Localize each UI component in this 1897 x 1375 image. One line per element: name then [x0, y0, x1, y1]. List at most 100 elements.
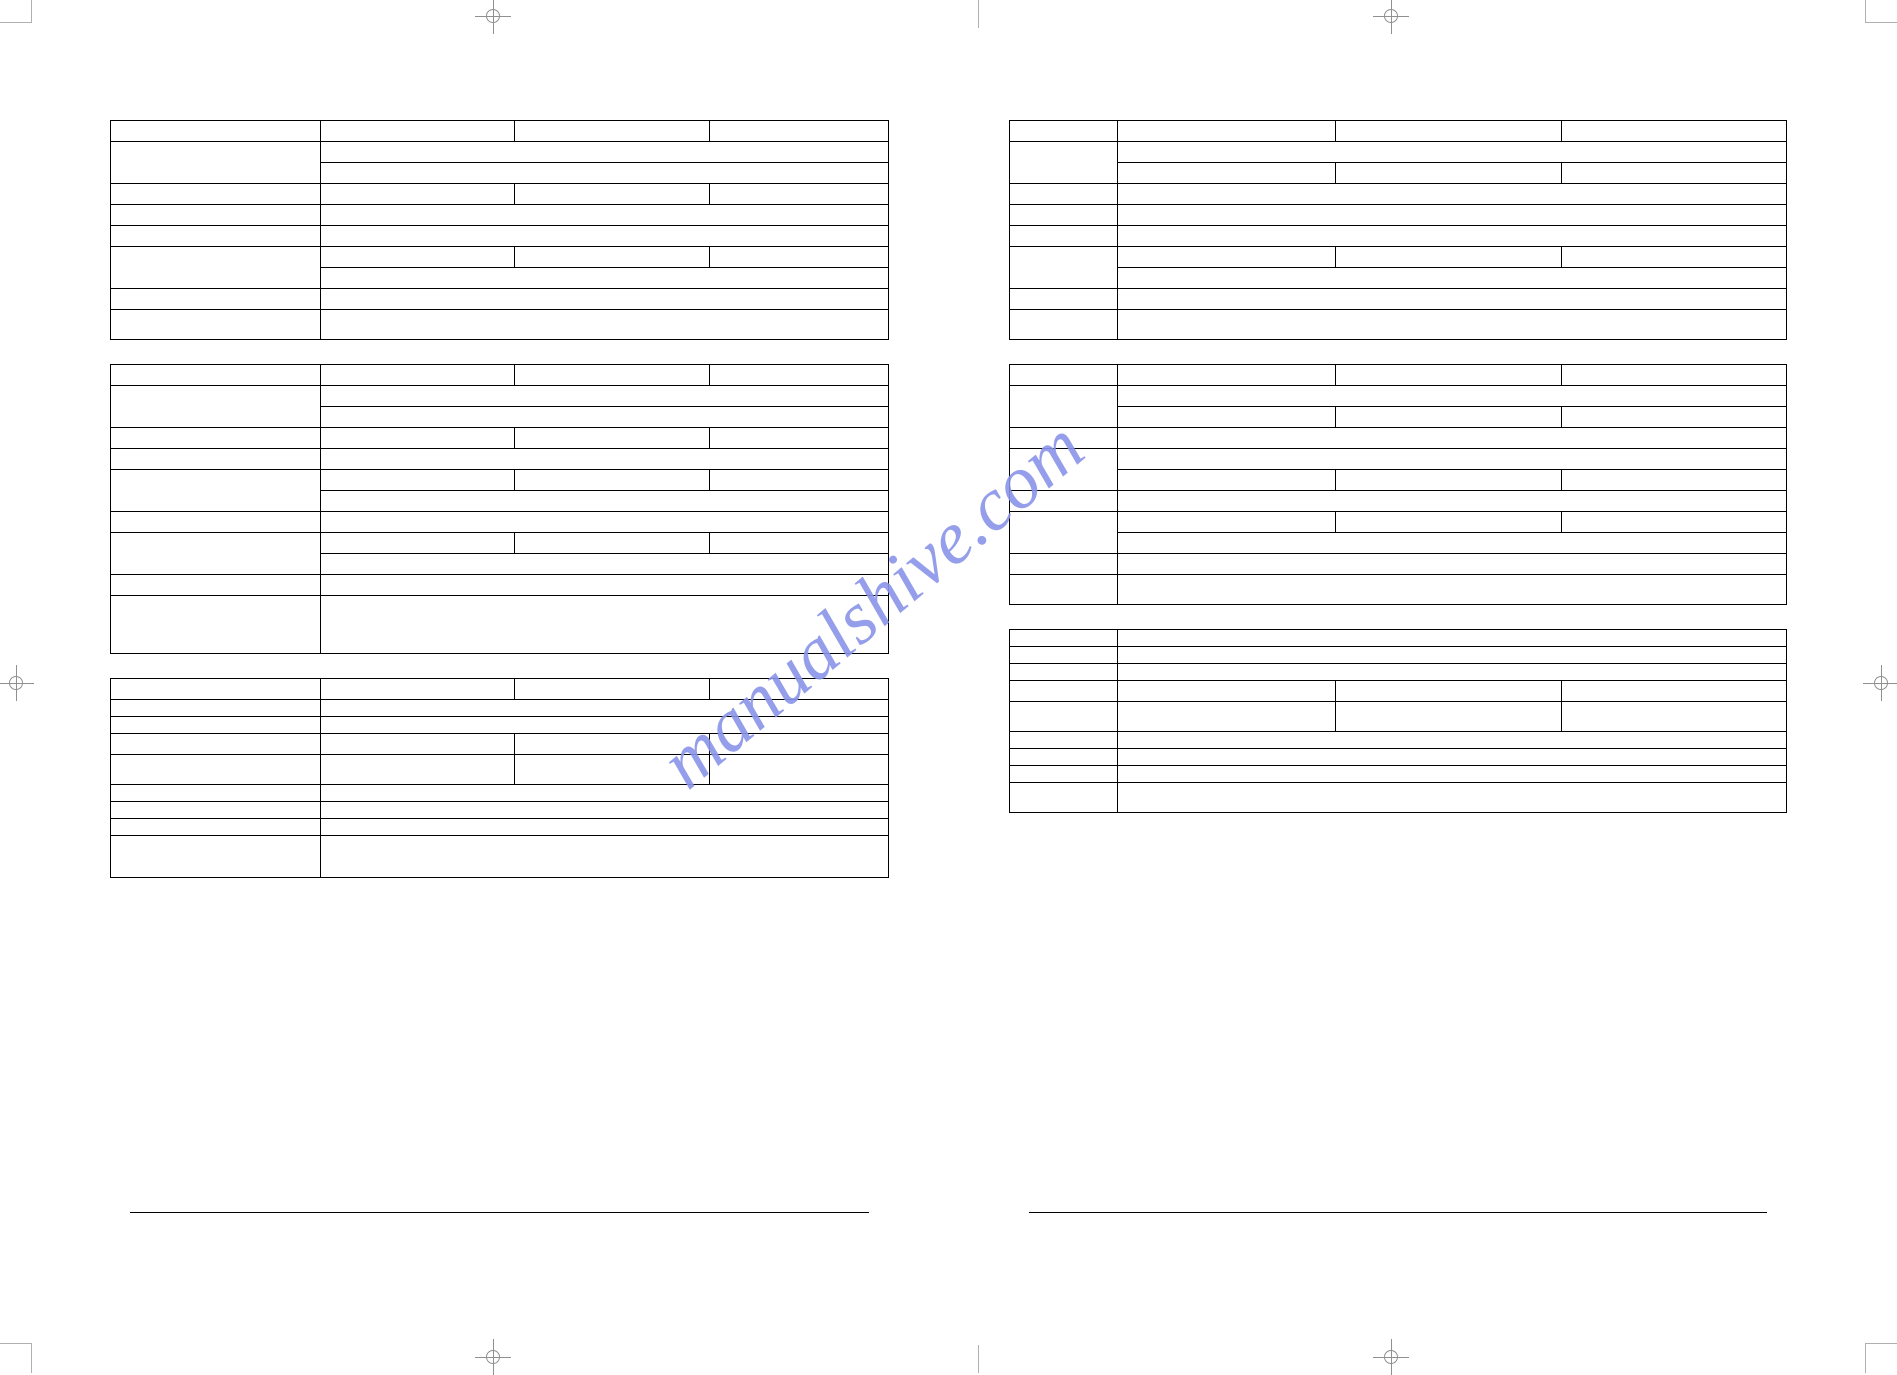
table-row [1009, 575, 1787, 605]
table-4 [1009, 120, 1788, 340]
table-row [111, 512, 889, 533]
table-row [111, 470, 889, 491]
table-cell [1118, 289, 1787, 310]
table-cell [1118, 766, 1787, 783]
table-cell [1009, 428, 1118, 449]
table-cell [515, 184, 709, 205]
table-row [111, 785, 889, 802]
table-cell [1561, 407, 1787, 428]
table-cell [111, 449, 321, 470]
table-cell [320, 512, 888, 533]
crop-mark-tr [1865, 0, 1897, 23]
table-cell [1561, 470, 1787, 491]
table-row [1009, 386, 1787, 407]
table-row [1009, 491, 1787, 512]
table-cell [320, 163, 888, 184]
table-row [111, 121, 889, 142]
right-page [1009, 60, 1788, 1313]
table-cell [709, 533, 888, 554]
crop-mark-tl [0, 0, 32, 23]
table-row [111, 836, 889, 878]
table-cell [515, 365, 709, 386]
table-row [1009, 749, 1787, 766]
table-cell [1009, 749, 1118, 766]
table-cell [1561, 163, 1787, 184]
table-cell [1009, 449, 1118, 491]
table-cell [111, 247, 321, 289]
table-row [1009, 428, 1787, 449]
table-cell [320, 365, 514, 386]
table-cell [1336, 247, 1561, 268]
table-cell [1009, 664, 1118, 681]
table-cell [515, 428, 709, 449]
table-cell [320, 470, 514, 491]
table-cell [111, 596, 321, 654]
table-cell [709, 755, 888, 785]
table-row [111, 226, 889, 247]
table-cell [1009, 783, 1118, 813]
table-cell [1009, 681, 1118, 702]
table-cell [1118, 121, 1336, 142]
table-cell [515, 755, 709, 785]
table-cell [515, 679, 709, 700]
center-fold-bottom [978, 1345, 979, 1373]
table-cell [1336, 365, 1561, 386]
registration-mark-top-right [1373, 0, 1409, 34]
table-cell [1009, 226, 1118, 247]
table-cell [1118, 449, 1787, 470]
table-cell [111, 310, 321, 340]
table-row [1009, 449, 1787, 470]
table-2 [110, 364, 889, 654]
table-cell [1009, 512, 1118, 554]
registration-mark-right [1863, 665, 1897, 701]
table-cell [1009, 766, 1118, 783]
table-cell [1009, 365, 1118, 386]
table-cell [1009, 732, 1118, 749]
table-cell [1561, 681, 1787, 702]
crop-mark-bl [0, 1343, 32, 1373]
left-page-content [110, 60, 889, 878]
table-cell [1009, 702, 1118, 732]
table-cell [1009, 247, 1118, 289]
table-cell [1561, 365, 1787, 386]
table-row [1009, 554, 1787, 575]
table-cell [111, 386, 321, 428]
table-row [1009, 163, 1787, 184]
table-row [1009, 142, 1787, 163]
table-cell [1561, 121, 1787, 142]
table-row [111, 247, 889, 268]
table-cell [111, 785, 321, 802]
table-cell [1118, 386, 1787, 407]
table-cell [1118, 681, 1336, 702]
table-cell [1336, 121, 1561, 142]
left-page [110, 60, 889, 1313]
table-cell [111, 819, 321, 836]
table-cell [320, 184, 514, 205]
table-cell [111, 205, 321, 226]
table-cell [111, 365, 321, 386]
table-cell [1009, 575, 1118, 605]
table-cell [320, 734, 514, 755]
table-row [111, 533, 889, 554]
table-cell [1336, 681, 1561, 702]
table-cell [1118, 647, 1787, 664]
table-cell [320, 819, 888, 836]
table-cell [320, 121, 514, 142]
table-cell [1118, 205, 1787, 226]
table-row [1009, 533, 1787, 554]
table-cell [1118, 184, 1787, 205]
table-cell [1118, 247, 1336, 268]
table-cell [1009, 386, 1118, 428]
table-row [1009, 702, 1787, 732]
table-cell [320, 679, 514, 700]
left-footer-rule [130, 1212, 869, 1213]
table-cell [320, 700, 888, 717]
table-cell [1118, 163, 1336, 184]
table-cell [320, 533, 514, 554]
page-spread [110, 60, 1787, 1313]
table-cell [515, 470, 709, 491]
table-cell [1118, 664, 1787, 681]
table-cell [111, 575, 321, 596]
table-cell [111, 142, 321, 184]
registration-mark-bottom-right [1373, 1339, 1409, 1375]
